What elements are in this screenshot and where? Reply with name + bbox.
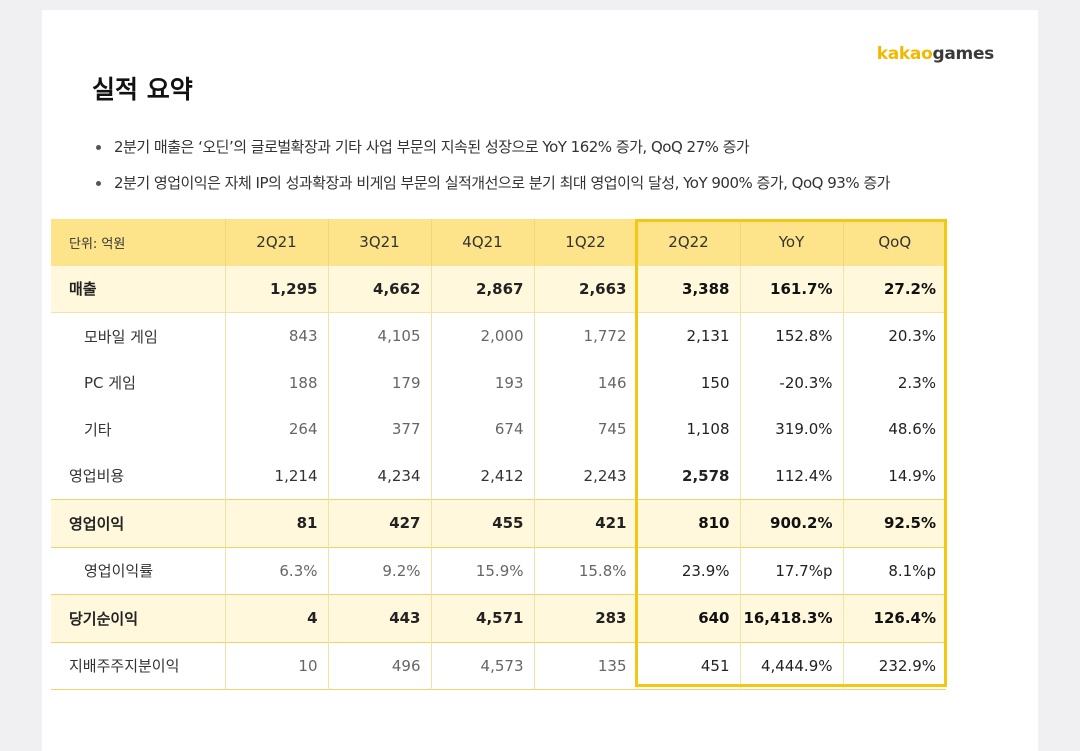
cell: 264	[224, 406, 328, 453]
row-label: 당기순이익	[51, 594, 225, 642]
cell: 23.9%	[636, 547, 740, 595]
cell: 4,444.9%	[739, 642, 843, 690]
cell: 674	[430, 406, 534, 453]
cell: 126.4%	[842, 594, 946, 642]
cell: 427	[327, 499, 431, 547]
cell: 640	[636, 594, 740, 642]
cell: 48.6%	[842, 406, 946, 453]
summary-bullets: 2분기 매출은 ‘오딘’의 글로벌확장과 기타 사업 부문의 지속된 성장으로 …	[96, 134, 890, 206]
header-3q21: 3Q21	[327, 219, 431, 266]
header-qoq: QoQ	[842, 219, 946, 266]
cell: 2,663	[533, 265, 637, 313]
logo-kakao: kakao	[876, 44, 933, 64]
cell: 150	[636, 359, 740, 406]
table-row: 매출 1,295 4,662 2,867 2,663 3,388 161.7% …	[51, 265, 946, 313]
cell: 179	[327, 359, 431, 406]
kakaogames-logo: kakaogames	[876, 44, 995, 64]
row-label: 영업이익률	[84, 562, 154, 581]
table-row: 지배주주지분이익 10 496 4,573 135 451 4,444.9% 2…	[51, 642, 946, 690]
cell: 15.8%	[533, 547, 637, 595]
header-2q21: 2Q21	[224, 219, 328, 266]
cell: 1,772	[533, 312, 637, 360]
cell: 2,000	[430, 312, 534, 360]
table-row: 영업비용 1,214 4,234 2,412 2,243 2,578 112.4…	[51, 452, 946, 500]
cell: 4,662	[327, 265, 431, 313]
row-label: 매출	[51, 265, 225, 313]
cell: 14.9%	[842, 452, 946, 500]
row-label: 영업비용	[69, 467, 125, 486]
cell: 2,131	[636, 312, 740, 360]
cell: 2.3%	[842, 359, 946, 406]
header-4q21: 4Q21	[430, 219, 534, 266]
cell: 2,578	[636, 452, 740, 500]
cell: 20.3%	[842, 312, 946, 360]
row-label: 지배주주지분이익	[69, 657, 180, 676]
row-label: 영업이익	[51, 499, 225, 547]
cell: 17.7%p	[739, 547, 843, 595]
cell: 843	[224, 312, 328, 360]
cell: 4	[224, 594, 328, 642]
cell: 112.4%	[739, 452, 843, 500]
cell: 3,388	[636, 265, 740, 313]
cell: 4,573	[430, 642, 534, 690]
cell: 2,243	[533, 452, 637, 500]
cell: 810	[636, 499, 740, 547]
header-1q22: 1Q22	[533, 219, 637, 266]
cell: 4,105	[327, 312, 431, 360]
cell: 1,214	[224, 452, 328, 500]
cell: 1,295	[224, 265, 328, 313]
table-header-row: 단위: 억원 2Q21 3Q21 4Q21 1Q22 2Q22 YoY QoQ	[51, 219, 946, 266]
cell: 152.8%	[739, 312, 843, 360]
cell: 4,234	[327, 452, 431, 500]
cell: 15.9%	[430, 547, 534, 595]
cell: 745	[533, 406, 637, 453]
cell: 377	[327, 406, 431, 453]
cell: 2,412	[430, 452, 534, 500]
cell: 455	[430, 499, 534, 547]
cell: 146	[533, 359, 637, 406]
cell: 188	[224, 359, 328, 406]
cell: 2,867	[430, 265, 534, 313]
table-row: 영업이익률 6.3% 9.2% 15.9% 15.8% 23.9% 17.7%p…	[51, 547, 946, 595]
table-row: 모바일 게임 843 4,105 2,000 1,772 2,131 152.8…	[51, 312, 946, 360]
header-2q22: 2Q22	[636, 219, 740, 266]
cell: 9.2%	[327, 547, 431, 595]
cell: 193	[430, 359, 534, 406]
bullet-operating-profit: 2분기 영업이익은 자체 IP의 성과확장과 비게임 부문의 실적개선으로 분기…	[96, 170, 890, 206]
bullet-revenue: 2분기 매출은 ‘오딘’의 글로벌확장과 기타 사업 부문의 지속된 성장으로 …	[96, 134, 890, 170]
cell: 451	[636, 642, 740, 690]
cell: 8.1%p	[842, 547, 946, 595]
row-label: PC 게임	[84, 374, 136, 393]
cell: 135	[533, 642, 637, 690]
cell: 1,108	[636, 406, 740, 453]
logo-games: games	[932, 44, 994, 64]
row-label: 기타	[84, 420, 112, 439]
cell: 6.3%	[224, 547, 328, 595]
cell: 92.5%	[842, 499, 946, 547]
cell: 81	[224, 499, 328, 547]
cell: 900.2%	[739, 499, 843, 547]
table-row: 기타 264 377 674 745 1,108 319.0% 48.6%	[51, 406, 946, 453]
cell: 421	[533, 499, 637, 547]
cell: 319.0%	[739, 406, 843, 453]
cell: -20.3%	[739, 359, 843, 406]
cell: 27.2%	[842, 265, 946, 313]
header-yoy: YoY	[739, 219, 843, 266]
cell: 4,571	[430, 594, 534, 642]
table-row: 영업이익 81 427 455 421 810 900.2% 92.5%	[51, 499, 946, 547]
cell: 496	[327, 642, 431, 690]
cell: 161.7%	[739, 265, 843, 313]
page-title: 실적 요약	[92, 75, 193, 104]
cell: 16,418.3%	[739, 594, 843, 642]
cell: 10	[224, 642, 328, 690]
row-label: 모바일 게임	[84, 327, 158, 346]
cell: 232.9%	[842, 642, 946, 690]
table-row: PC 게임 188 179 193 146 150 -20.3% 2.3%	[51, 359, 946, 406]
header-unit: 단위: 억원	[51, 219, 225, 266]
cell: 443	[327, 594, 431, 642]
earnings-table: 단위: 억원 2Q21 3Q21 4Q21 1Q22 2Q22 YoY QoQ …	[51, 219, 946, 690]
table-row: 당기순이익 4 443 4,571 283 640 16,418.3% 126.…	[51, 594, 946, 642]
cell: 283	[533, 594, 637, 642]
